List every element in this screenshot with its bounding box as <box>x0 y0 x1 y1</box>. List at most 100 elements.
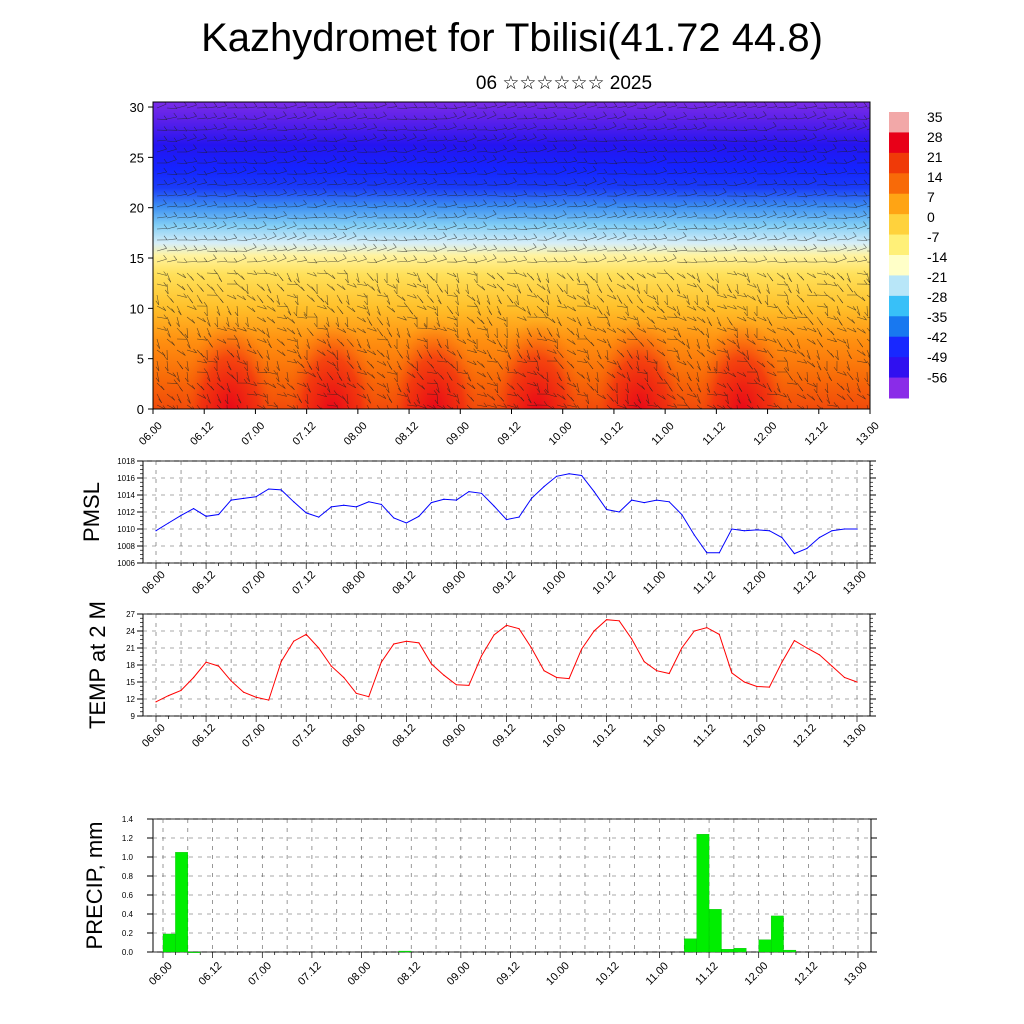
wind-barb-flag <box>291 385 295 390</box>
wind-barb-flag <box>173 137 178 142</box>
wind-barb-flag <box>272 307 276 312</box>
wind-barb <box>566 239 577 241</box>
wind-barb-flag <box>833 214 838 220</box>
wind-barb <box>236 360 247 365</box>
wind-barb <box>186 349 197 354</box>
wind-barb <box>426 227 437 230</box>
y-tick-label: 30 <box>130 100 144 115</box>
wind-barb <box>566 305 576 312</box>
wind-barb-flag <box>453 122 457 127</box>
wind-barb <box>356 117 367 120</box>
wind-barb-flag <box>455 333 459 339</box>
wind-barb <box>256 305 267 310</box>
wind-barb-flag <box>560 364 564 369</box>
wind-barb-flag <box>793 223 798 228</box>
wind-barb-flag <box>693 177 697 183</box>
wind-barb-flag <box>535 366 540 371</box>
wind-barb <box>606 215 617 219</box>
colorbar-segment <box>889 357 909 379</box>
y-tick-label: 0.6 <box>122 891 134 900</box>
wind-barb <box>476 248 487 252</box>
wind-barb <box>186 338 191 349</box>
wind-barb-flag <box>163 282 167 287</box>
wind-barb-flag <box>763 221 767 226</box>
wind-barb <box>756 283 761 294</box>
wind-barb <box>796 195 807 198</box>
wind-barb <box>556 404 567 408</box>
wind-barb-flag <box>723 188 727 193</box>
wind-barb-flag <box>275 411 278 415</box>
wind-barb <box>216 349 219 360</box>
wind-barb-flag <box>164 289 169 295</box>
wind-barb <box>716 349 727 353</box>
wind-barb <box>616 140 627 142</box>
wind-barb-flag <box>271 319 276 324</box>
wind-barb <box>826 393 830 404</box>
wind-barb-flag <box>803 359 807 364</box>
wind-barb <box>156 258 167 263</box>
wind-barb-flag <box>463 190 468 195</box>
wind-barb <box>486 138 497 142</box>
wind-barb <box>356 305 367 310</box>
wind-barb <box>386 283 397 289</box>
wind-barb <box>476 159 487 164</box>
wind-barb-flag <box>735 289 739 295</box>
wind-barb <box>656 181 667 186</box>
wind-barb <box>636 195 647 197</box>
wind-barb <box>506 173 517 175</box>
wind-barb-flag <box>167 278 172 283</box>
wind-barb-flag <box>323 115 328 121</box>
wind-barb-flag <box>291 319 295 324</box>
wind-barb <box>616 283 626 290</box>
wind-barb <box>156 305 166 311</box>
wind-barb <box>226 183 237 186</box>
wind-barb-flag <box>683 147 688 152</box>
wind-barb <box>636 305 645 313</box>
wind-barb-flag <box>653 234 658 240</box>
wind-barb <box>156 103 167 109</box>
wind-barb <box>476 217 487 219</box>
wind-barb-flag <box>503 113 508 119</box>
wind-barb-flag <box>311 297 315 302</box>
wind-barb-flag <box>263 190 268 196</box>
wind-barb-flag <box>823 134 827 139</box>
wind-barb-flag <box>613 169 618 175</box>
wind-barb <box>186 393 191 404</box>
wind-barb <box>636 107 648 109</box>
wind-barb <box>276 192 287 197</box>
wind-barb <box>586 236 597 241</box>
wind-barb-flag <box>224 399 229 405</box>
wind-barb <box>816 193 827 197</box>
wind-barb-flag <box>863 158 868 164</box>
wind-barb-flag <box>233 202 238 207</box>
wind-barb <box>266 206 277 209</box>
wind-barb <box>426 371 437 374</box>
wind-barb <box>406 148 417 153</box>
wind-barb <box>626 404 637 407</box>
wind-barb <box>496 136 507 142</box>
wind-barb-flag <box>852 327 857 333</box>
wind-barb-flag <box>176 411 179 415</box>
x-tick-label: 12.12 <box>791 722 819 750</box>
wind-barb <box>666 213 677 219</box>
wind-barb-flag <box>544 311 549 317</box>
wind-barb-flag <box>283 126 288 131</box>
wind-barb <box>716 283 719 294</box>
wind-barb <box>506 404 517 408</box>
wind-barb-flag <box>503 224 508 229</box>
wind-barb <box>486 294 491 305</box>
wind-barb <box>656 127 667 131</box>
wind-barb-flag <box>493 126 498 131</box>
wind-barb <box>556 272 566 279</box>
wind-barb <box>236 215 247 219</box>
wind-barb <box>856 225 867 230</box>
wind-barb <box>706 294 710 305</box>
wind-barb-flag <box>743 199 747 204</box>
wind-barb <box>306 128 317 131</box>
wind-barb <box>776 249 787 252</box>
wind-barb <box>426 258 437 263</box>
wind-barb-flag <box>223 181 228 186</box>
data-point <box>368 696 370 698</box>
wind-barb <box>486 205 497 208</box>
wind-barb-flag <box>403 236 408 241</box>
